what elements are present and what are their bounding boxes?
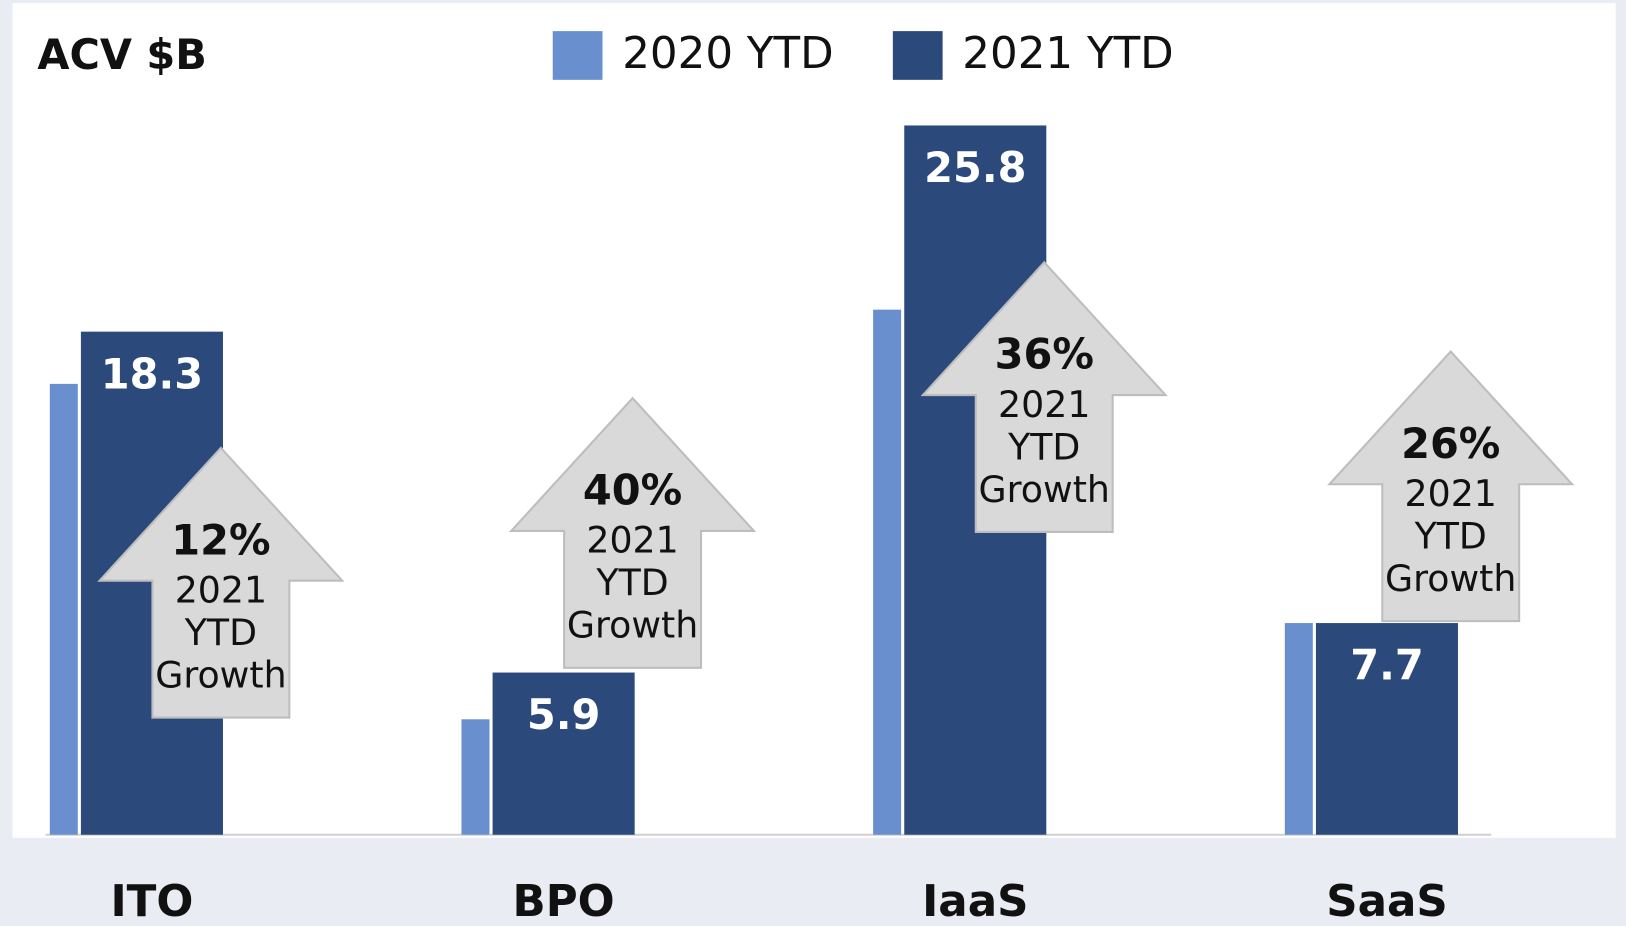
bar	[492, 672, 635, 835]
x-tick-label: SaaS	[1326, 877, 1447, 926]
x-tick-label: BPO	[513, 877, 615, 926]
growth-note: 2021 YTD Growth	[155, 570, 287, 697]
growth-label: 40%	[583, 467, 682, 515]
growth-arrow	[920, 260, 1168, 533]
data-label: 18.3	[101, 350, 203, 398]
growth-arrow	[1327, 349, 1575, 623]
legend-swatch	[552, 31, 603, 80]
growth-note-box: 2021 YTD Growth	[566, 520, 699, 648]
chart-title: ACV $B	[37, 31, 207, 79]
data-label: 25.8	[924, 144, 1026, 192]
growth-note: 2021 YTD Growth	[1385, 473, 1517, 601]
bar	[1315, 623, 1458, 835]
growth-note-box: 2021 YTD Growth	[1385, 473, 1517, 601]
growth-label: 36%	[995, 331, 1094, 379]
x-tick-label: IaaS	[922, 877, 1028, 926]
growth-arrow	[508, 396, 757, 669]
growth-note: 2021 YTD Growth	[978, 384, 1110, 512]
data-label: 7.7	[1350, 642, 1423, 690]
data-label: 5.9	[527, 691, 600, 739]
legend-swatch	[892, 31, 943, 80]
growth-label: 26%	[1401, 420, 1500, 468]
legend-label: 2020 YTD	[622, 29, 833, 79]
bar	[1284, 623, 1313, 835]
bar	[873, 309, 902, 835]
growth-label: 12%	[171, 516, 270, 564]
growth-note-box: 2021 YTD Growth	[978, 384, 1110, 512]
growth-note-box: 2021 YTD Growth	[155, 570, 287, 697]
x-tick-label: ITO	[110, 877, 193, 926]
legend-label: 2021 YTD	[962, 29, 1173, 79]
growth-note: 2021 YTD Growth	[566, 520, 699, 648]
bar	[461, 719, 490, 835]
bar	[49, 383, 78, 835]
growth-arrow	[97, 446, 345, 719]
